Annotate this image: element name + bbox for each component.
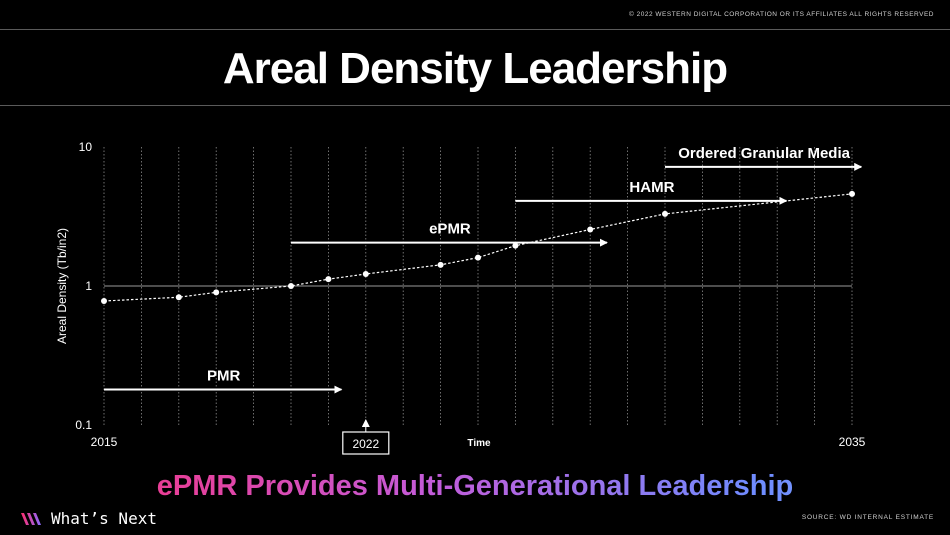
copyright-notice: © 2022 WESTERN DIGITAL CORPORATION OR IT… (629, 11, 934, 18)
technology-label: ePMR (429, 221, 471, 238)
density-trend-line (103, 193, 853, 302)
chart-axes: 10 1 0.1 Areal Density (Tb/in2) 2015 2035 Time… (55, 140, 866, 455)
density-point (175, 294, 182, 301)
technology-label: Ordered Granular Media (678, 145, 850, 162)
density-point (475, 254, 481, 261)
highlight-year-label: 2022 (352, 437, 379, 451)
wd-logo-icon (21, 512, 41, 525)
title-divider (0, 105, 950, 106)
y-tick-label: 1 (85, 279, 92, 293)
technology-label: PMR (207, 368, 241, 385)
headline-tagline: ePMR Provides Multi-Generational Leaders… (0, 470, 950, 503)
density-point (325, 276, 332, 283)
brand-tagline: What’s Next (51, 509, 157, 528)
y-tick-label: 10 (79, 140, 93, 154)
density-point (362, 270, 369, 277)
density-series (101, 190, 855, 304)
technology-label: HAMR (629, 179, 674, 196)
highlight-year-box (342, 431, 390, 455)
density-point (101, 297, 107, 304)
density-point (512, 242, 519, 249)
x-axis-label: Time (467, 438, 491, 449)
brand-logo: What’s Next (20, 509, 157, 528)
density-point (213, 289, 220, 296)
density-point (662, 210, 668, 217)
top-divider (0, 29, 950, 30)
density-point (437, 261, 444, 268)
y-axis-label: Areal Density (Tb/in2) (55, 228, 69, 344)
density-point (288, 283, 294, 289)
x-tick-label: 2015 (91, 435, 118, 449)
x-tick-label: 2035 (839, 435, 866, 449)
y-tick-label: 0.1 (75, 418, 92, 432)
source-note: SOURCE: WD INTERNAL ESTIMATE (801, 514, 934, 521)
density-point (587, 226, 594, 233)
density-point (849, 190, 855, 197)
page-title: Areal Density Leadership (222, 44, 728, 93)
